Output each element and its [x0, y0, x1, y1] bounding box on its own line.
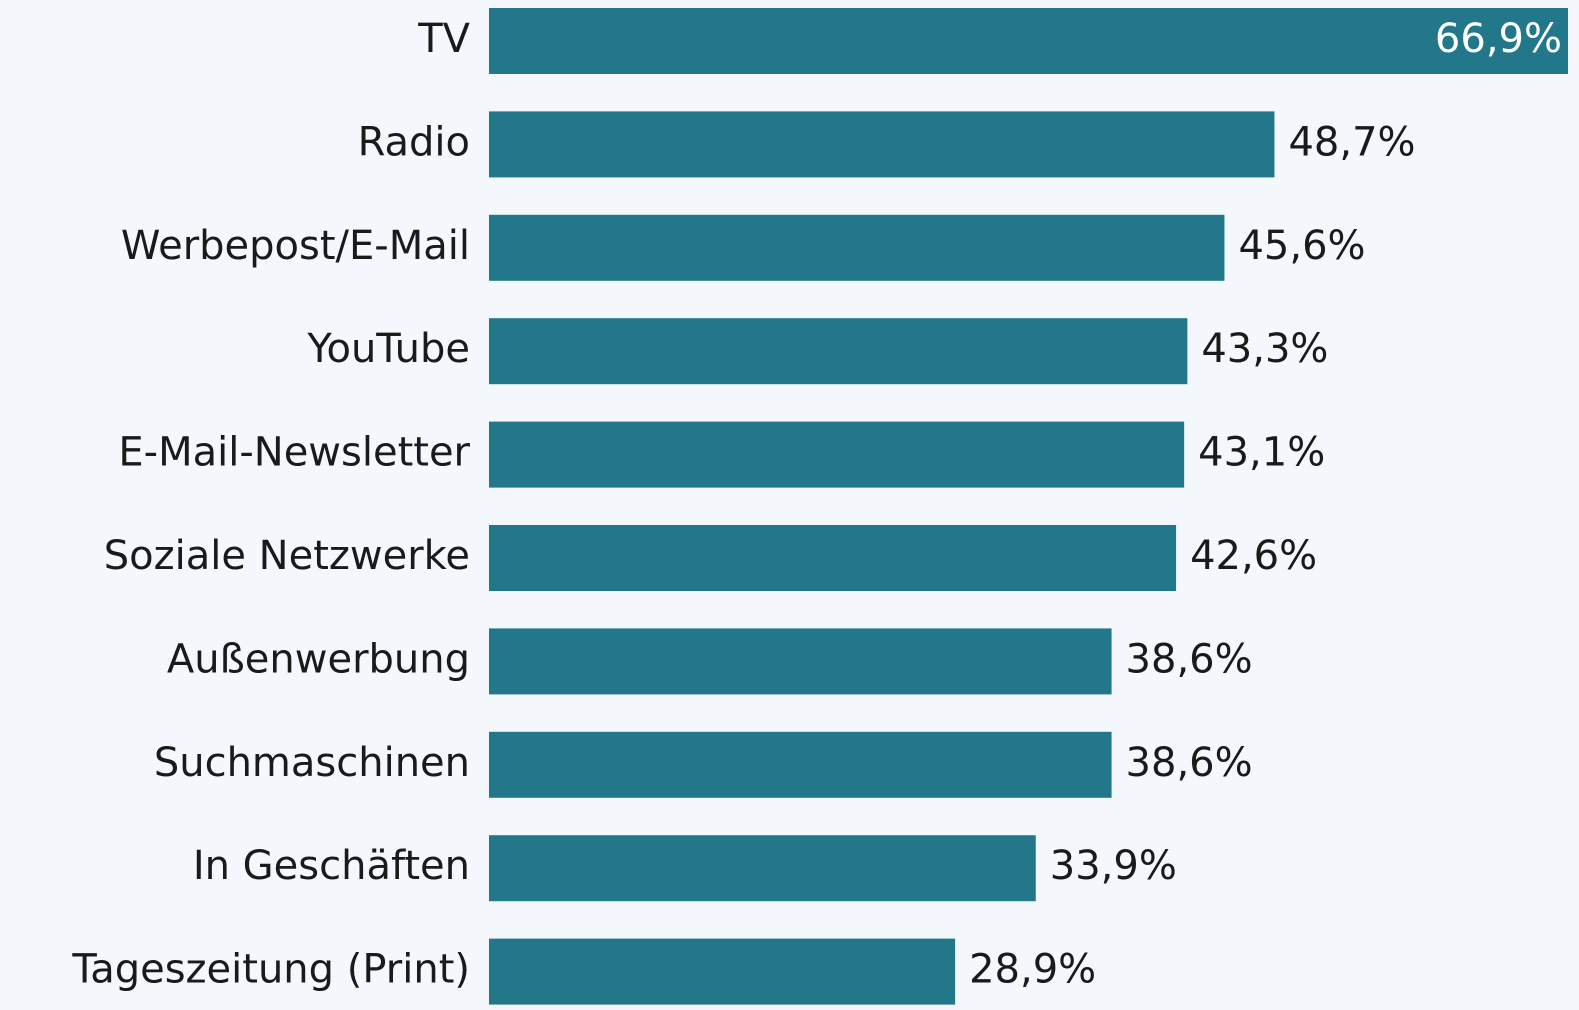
- value-label: 45,6%: [1238, 223, 1365, 269]
- value-label: 48,7%: [1288, 119, 1415, 165]
- bar: [489, 111, 1275, 178]
- bar: [489, 8, 1568, 74]
- category-label: Soziale Netzwerke: [104, 533, 470, 579]
- bar: [489, 214, 1225, 281]
- bar: [489, 938, 956, 1005]
- bar: [489, 525, 1177, 591]
- bar: [489, 628, 1112, 695]
- category-label: TV: [417, 16, 470, 62]
- category-label: Tageszeitung (Print): [71, 947, 470, 993]
- category-label: Werbepost/E-Mail: [121, 223, 470, 269]
- bar: [489, 835, 1036, 902]
- category-label: E-Mail-Newsletter: [118, 430, 470, 476]
- value-label: 38,6%: [1126, 740, 1253, 786]
- value-label: 43,3%: [1201, 326, 1328, 372]
- category-label: Radio: [358, 119, 470, 165]
- bar: [489, 318, 1188, 385]
- category-label: Suchmaschinen: [154, 740, 470, 786]
- category-label: Außenwerbung: [167, 636, 470, 682]
- value-label: 28,9%: [969, 947, 1096, 993]
- value-label: 38,6%: [1126, 636, 1253, 682]
- value-label: 43,1%: [1198, 430, 1325, 476]
- category-label: In Geschäften: [193, 843, 470, 889]
- value-label: 42,6%: [1190, 533, 1317, 579]
- bar: [489, 731, 1112, 798]
- bar: [489, 421, 1185, 488]
- category-label: YouTube: [306, 326, 470, 372]
- value-label: 33,9%: [1050, 843, 1177, 889]
- value-label: 66,9%: [1435, 16, 1562, 62]
